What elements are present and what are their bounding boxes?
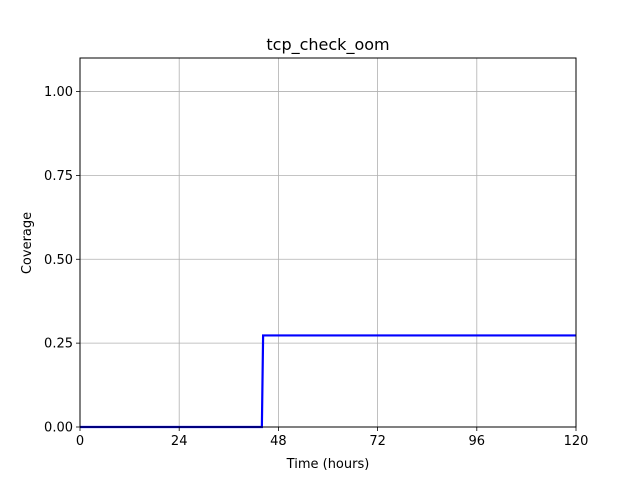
x-tick-label: 0 xyxy=(76,434,84,449)
x-tick-label: 120 xyxy=(564,434,589,449)
y-tick-label: 1.00 xyxy=(44,85,73,100)
x-tick-label: 72 xyxy=(369,434,386,449)
x-tick-label: 24 xyxy=(171,434,188,449)
y-tick-label: 0.00 xyxy=(44,421,73,436)
y-axis-label: Coverage xyxy=(20,212,35,274)
tick-layer: 0 24 48 72 96 120 0.00 0.25 0.50 0.75 1.00 xyxy=(44,85,588,449)
y-tick-label: 0.75 xyxy=(44,169,73,184)
x-tick-label: 48 xyxy=(270,434,287,449)
y-tick-label: 0.50 xyxy=(44,253,73,268)
y-tick-label: 0.25 xyxy=(44,337,73,352)
plot-frame xyxy=(79,57,577,428)
chart-title: tcp_check_oom xyxy=(266,35,389,55)
x-axis-label: Time (hours) xyxy=(286,457,370,472)
x-tick-label: 96 xyxy=(469,434,486,449)
